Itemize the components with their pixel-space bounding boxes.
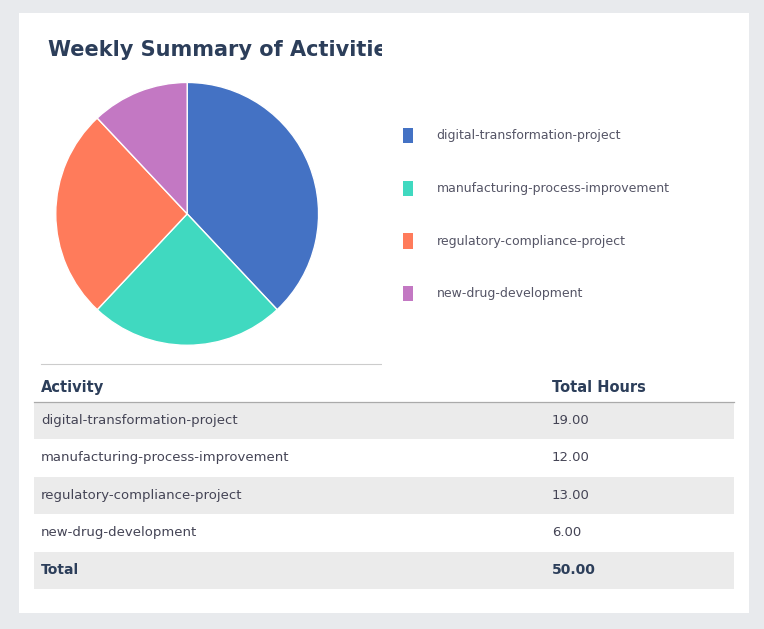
Bar [34, 514, 734, 552]
Bar [403, 286, 413, 301]
Bar [34, 477, 734, 514]
Text: regulatory-compliance-project: regulatory-compliance-project [436, 235, 626, 248]
Wedge shape [56, 118, 187, 309]
Text: digital-transformation-project: digital-transformation-project [436, 129, 621, 142]
Text: Activity: Activity [41, 380, 104, 394]
Text: 19.00: 19.00 [552, 414, 590, 427]
Wedge shape [97, 82, 187, 214]
Text: Weekly Summary of Activities: Weekly Summary of Activities [48, 40, 400, 60]
Bar [34, 552, 734, 589]
Text: new-drug-development: new-drug-development [436, 287, 583, 300]
Text: manufacturing-process-improvement: manufacturing-process-improvement [436, 182, 669, 195]
Text: 13.00: 13.00 [552, 489, 590, 502]
Bar [403, 128, 413, 143]
Wedge shape [187, 82, 319, 309]
Text: 50.00: 50.00 [552, 564, 596, 577]
Text: new-drug-development: new-drug-development [41, 526, 197, 540]
Text: Total Hours: Total Hours [552, 380, 646, 394]
Text: 6.00: 6.00 [552, 526, 581, 540]
Text: manufacturing-process-improvement: manufacturing-process-improvement [41, 452, 290, 464]
Text: digital-transformation-project: digital-transformation-project [41, 414, 238, 427]
Text: Total: Total [41, 564, 79, 577]
Bar [34, 439, 734, 477]
Bar [403, 181, 413, 196]
Text: regulatory-compliance-project: regulatory-compliance-project [41, 489, 242, 502]
Bar [403, 233, 413, 248]
Bar [34, 402, 734, 439]
Wedge shape [97, 214, 277, 345]
Text: 12.00: 12.00 [552, 452, 590, 464]
